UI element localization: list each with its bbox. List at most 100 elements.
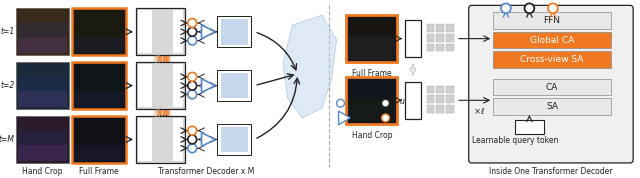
- Circle shape: [188, 144, 196, 153]
- Bar: [446, 34, 454, 42]
- Text: FFN: FFN: [543, 16, 561, 25]
- Bar: [446, 24, 454, 32]
- Bar: [436, 95, 444, 103]
- Bar: [72, 8, 126, 55]
- Bar: [427, 24, 435, 32]
- Bar: [15, 116, 69, 163]
- Bar: [446, 105, 454, 113]
- Text: Hand Crop: Hand Crop: [22, 167, 63, 176]
- Bar: [427, 95, 435, 103]
- Text: t=1: t=1: [1, 27, 15, 36]
- Bar: [72, 116, 126, 163]
- Polygon shape: [202, 133, 215, 146]
- Bar: [17, 145, 67, 161]
- Circle shape: [188, 81, 196, 90]
- Text: MANO
Layer: MANO Layer: [353, 111, 374, 125]
- Bar: [136, 62, 185, 109]
- Circle shape: [188, 135, 196, 144]
- Bar: [436, 105, 444, 113]
- Circle shape: [501, 3, 511, 13]
- Circle shape: [188, 19, 196, 27]
- Circle shape: [188, 72, 196, 81]
- Bar: [138, 118, 152, 161]
- Bar: [493, 12, 611, 29]
- Bar: [221, 127, 248, 152]
- Bar: [427, 34, 435, 42]
- Bar: [163, 10, 169, 161]
- Bar: [173, 118, 183, 161]
- Polygon shape: [283, 15, 337, 118]
- Bar: [348, 37, 396, 60]
- Text: Inside One Transformer Decoder: Inside One Transformer Decoder: [489, 167, 612, 176]
- Bar: [493, 51, 611, 68]
- Circle shape: [188, 27, 196, 36]
- Circle shape: [337, 99, 344, 107]
- Text: Full Frame: Full Frame: [79, 167, 119, 176]
- Bar: [446, 44, 454, 51]
- Text: Cross-view SA: Cross-view SA: [520, 55, 584, 64]
- Bar: [74, 145, 124, 161]
- Bar: [446, 86, 454, 93]
- Bar: [138, 64, 152, 107]
- Bar: [138, 10, 152, 53]
- Bar: [136, 8, 185, 55]
- Bar: [346, 15, 397, 62]
- Text: SA: SA: [546, 102, 558, 111]
- Bar: [173, 10, 183, 53]
- Text: t=2: t=2: [1, 81, 15, 90]
- Bar: [157, 10, 163, 161]
- Bar: [493, 32, 611, 48]
- Bar: [154, 8, 172, 163]
- Bar: [217, 16, 252, 48]
- Bar: [74, 38, 124, 53]
- Bar: [493, 79, 611, 95]
- Bar: [217, 70, 252, 101]
- Bar: [436, 44, 444, 51]
- Bar: [405, 82, 420, 119]
- Polygon shape: [202, 25, 215, 39]
- Bar: [346, 77, 397, 124]
- Circle shape: [525, 3, 534, 13]
- Text: ...: ...: [159, 108, 168, 117]
- Text: Full Frame: Full Frame: [352, 69, 392, 78]
- Text: $\times \ell$: $\times \ell$: [474, 106, 486, 116]
- Bar: [446, 95, 454, 103]
- Polygon shape: [202, 79, 215, 93]
- Bar: [17, 130, 67, 145]
- Text: ViT: ViT: [408, 33, 417, 45]
- Text: Global CA: Global CA: [530, 36, 574, 45]
- Bar: [348, 98, 396, 122]
- Bar: [436, 34, 444, 42]
- Polygon shape: [339, 111, 350, 125]
- Circle shape: [381, 99, 390, 107]
- Bar: [217, 124, 252, 155]
- Bar: [136, 116, 185, 163]
- Text: $\theta, \beta$: $\theta, \beta$: [348, 97, 363, 110]
- Bar: [72, 62, 126, 109]
- Bar: [17, 76, 67, 91]
- Circle shape: [188, 126, 196, 135]
- Text: CA: CA: [546, 83, 558, 92]
- Bar: [427, 105, 435, 113]
- Bar: [15, 62, 69, 109]
- Bar: [221, 19, 248, 44]
- Text: t=M: t=M: [0, 135, 15, 144]
- Bar: [15, 8, 69, 55]
- Bar: [173, 64, 183, 107]
- Bar: [17, 91, 67, 107]
- Text: Transformer Decoder x M: Transformer Decoder x M: [158, 167, 255, 176]
- Bar: [17, 38, 67, 53]
- Bar: [405, 20, 420, 57]
- Bar: [436, 24, 444, 32]
- Bar: [74, 91, 124, 107]
- Text: Hand Crop: Hand Crop: [351, 131, 392, 140]
- Circle shape: [188, 36, 196, 45]
- Bar: [515, 120, 544, 134]
- Text: Learnable query token: Learnable query token: [472, 136, 558, 145]
- Bar: [427, 86, 435, 93]
- Circle shape: [188, 90, 196, 99]
- Text: $d$: $d$: [392, 112, 399, 123]
- Circle shape: [381, 114, 390, 122]
- Bar: [17, 22, 67, 38]
- Text: ViT: ViT: [408, 94, 417, 106]
